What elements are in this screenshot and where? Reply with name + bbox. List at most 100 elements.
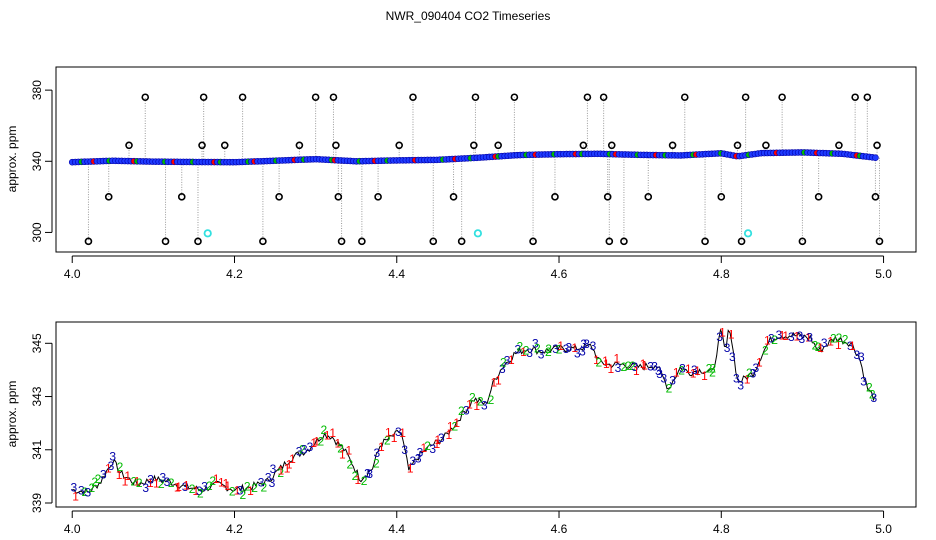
top-x-tick-label: 4.0: [64, 267, 81, 281]
bottom-profile-mark: 3: [160, 470, 167, 484]
bottom-profile-mark: 3: [532, 337, 539, 351]
bottom-profile-mark: 3: [580, 337, 587, 351]
top-outlier-point: [620, 237, 628, 246]
bottom-profile-mark: 2: [621, 360, 628, 374]
bottom-profile-mark: 1: [224, 479, 231, 493]
top-outlier-point: [579, 141, 588, 150]
top-outlier-point: [177, 193, 186, 201]
bottom-profile-mark: 1: [421, 441, 428, 455]
bottom-profile-mark: 3: [71, 481, 78, 495]
bottom-profile-mark: 3: [796, 329, 803, 343]
bottom-profile-mark: 3: [574, 347, 581, 361]
bottom-profile-mark: 1: [313, 435, 320, 449]
bottom-profile-mark: 1: [782, 329, 789, 343]
top-outlier-point: [334, 193, 343, 201]
bottom-profile-mark: 3: [463, 404, 470, 418]
top-outlier-point: [449, 193, 458, 201]
bottom-profile-mark: 2: [815, 340, 822, 354]
top-outlier-point: [762, 141, 770, 150]
bottom-profile-mark: 3: [798, 332, 805, 346]
bottom-profile-mark: 1: [673, 366, 680, 380]
bottom-profile-mark: 1: [694, 364, 701, 378]
top-y-tick-label: 340: [30, 151, 44, 171]
bottom-profile-mark: 3: [691, 363, 698, 377]
top-outlier-point: [470, 141, 478, 150]
bottom-profile-mark: 1: [805, 330, 812, 344]
bottom-profile-mark: 3: [499, 362, 506, 376]
bottom-profile-mark: 3: [147, 473, 154, 487]
bottom-y-tick-label: 345: [30, 333, 44, 353]
bottom-profile-mark: 3: [108, 459, 115, 473]
bottom-x-tick-label: 4.0: [64, 522, 81, 536]
bottom-profile-mark: 3: [301, 443, 308, 457]
bottom-profile-mark: 2: [866, 381, 873, 395]
bottom-profile-mark: 2: [678, 364, 685, 378]
bottom-profile-mark: 1: [849, 339, 856, 353]
bottom-profile-mark: 1: [213, 472, 220, 486]
bottom-profile-mark: 3: [196, 484, 203, 498]
top-outlier-point: [238, 93, 247, 102]
bottom-profile-mark: 3: [661, 372, 668, 386]
bottom-profile-mark: 1: [234, 484, 241, 498]
bottom-profile-mark: 3: [563, 342, 570, 356]
top-outlier-point: [529, 237, 537, 246]
bottom-profile-mark: 3: [669, 373, 676, 387]
bottom-profile-mark: 1: [495, 374, 502, 388]
top-x-tick-label: 4.6: [551, 267, 568, 281]
top-x-tick-label: 4.4: [388, 267, 405, 281]
top-outlier-point: [295, 141, 304, 150]
top-outlier-point: [125, 141, 133, 150]
bottom-profile-mark: 3: [583, 337, 590, 351]
bottom-profile-mark: 3: [737, 378, 744, 392]
bottom-profile-mark: 1: [817, 341, 824, 355]
bottom-profile-mark: 3: [307, 440, 314, 454]
bottom-profile-mark: 2: [812, 338, 819, 352]
bottom-profile-mark: 1: [690, 367, 697, 381]
bottom-profile-mark: 1: [435, 433, 442, 447]
bottom-profile-mark: 2: [347, 457, 354, 471]
top-main-series: [68, 149, 879, 166]
top-x-axis: 4.0 4.2 4.4 4.6 4.8 5.0: [64, 255, 892, 281]
bottom-profile-mark: 2: [158, 477, 165, 491]
top-x-tick-label: 4.8: [713, 267, 730, 281]
bottom-profile-mark: 2: [706, 362, 713, 376]
bottom-profile-mark: 2: [244, 480, 251, 494]
top-outlier-point: [644, 193, 653, 201]
bottom-profile-mark: 1: [446, 428, 453, 442]
bottom-y-tick-label: 341: [30, 439, 44, 459]
bottom-profile-mark: 1: [286, 457, 293, 471]
top-x-tick-label: 5.0: [875, 267, 892, 281]
top-outlier-point: [198, 141, 206, 150]
bottom-profile-mark: 2: [666, 382, 673, 396]
bottom-profile-mark: 2: [82, 485, 89, 499]
bottom-profile-mark: 1: [116, 468, 123, 482]
bottom-profile-mark: 1: [153, 477, 160, 491]
top-plot-frame: [55, 66, 917, 253]
bottom-profile-mark: 1: [614, 352, 621, 366]
bottom-profile-mark: 2: [830, 332, 837, 346]
top-outlier-point: [220, 141, 229, 150]
top-outlier-point: [835, 141, 843, 150]
bottom-profile-mark: 2: [458, 404, 465, 418]
bottom-profile-mark: 2: [477, 395, 484, 409]
bottom-profile-mark: 1: [593, 353, 600, 367]
bottom-profile-mark: 3: [853, 348, 860, 362]
bottom-profile-mark: 1: [247, 484, 254, 498]
top-outlier-point: [798, 237, 807, 246]
bottom-profile-mark: 3: [552, 342, 559, 356]
bottom-profile-mark: 1: [339, 448, 346, 462]
bottom-x-tick-label: 4.8: [713, 522, 730, 536]
bottom-x-tick-label: 4.4: [388, 522, 405, 536]
bottom-profile-mark: 3: [860, 374, 867, 388]
bottom-profile-mark: 1: [608, 362, 615, 376]
bottom-profile-mark: 2: [209, 474, 216, 488]
top-outlier-point: [429, 237, 438, 246]
top-drop-lines: [87, 97, 880, 242]
bottom-profile-mark: 2: [595, 355, 602, 369]
bottom-profile-mark: 3: [526, 346, 533, 360]
bottom-profile-mark: 2: [384, 433, 391, 447]
bottom-profile-mark: 3: [565, 341, 572, 355]
bottom-profile-mark: 3: [265, 471, 272, 485]
bottom-profile-mark: 3: [374, 446, 381, 460]
